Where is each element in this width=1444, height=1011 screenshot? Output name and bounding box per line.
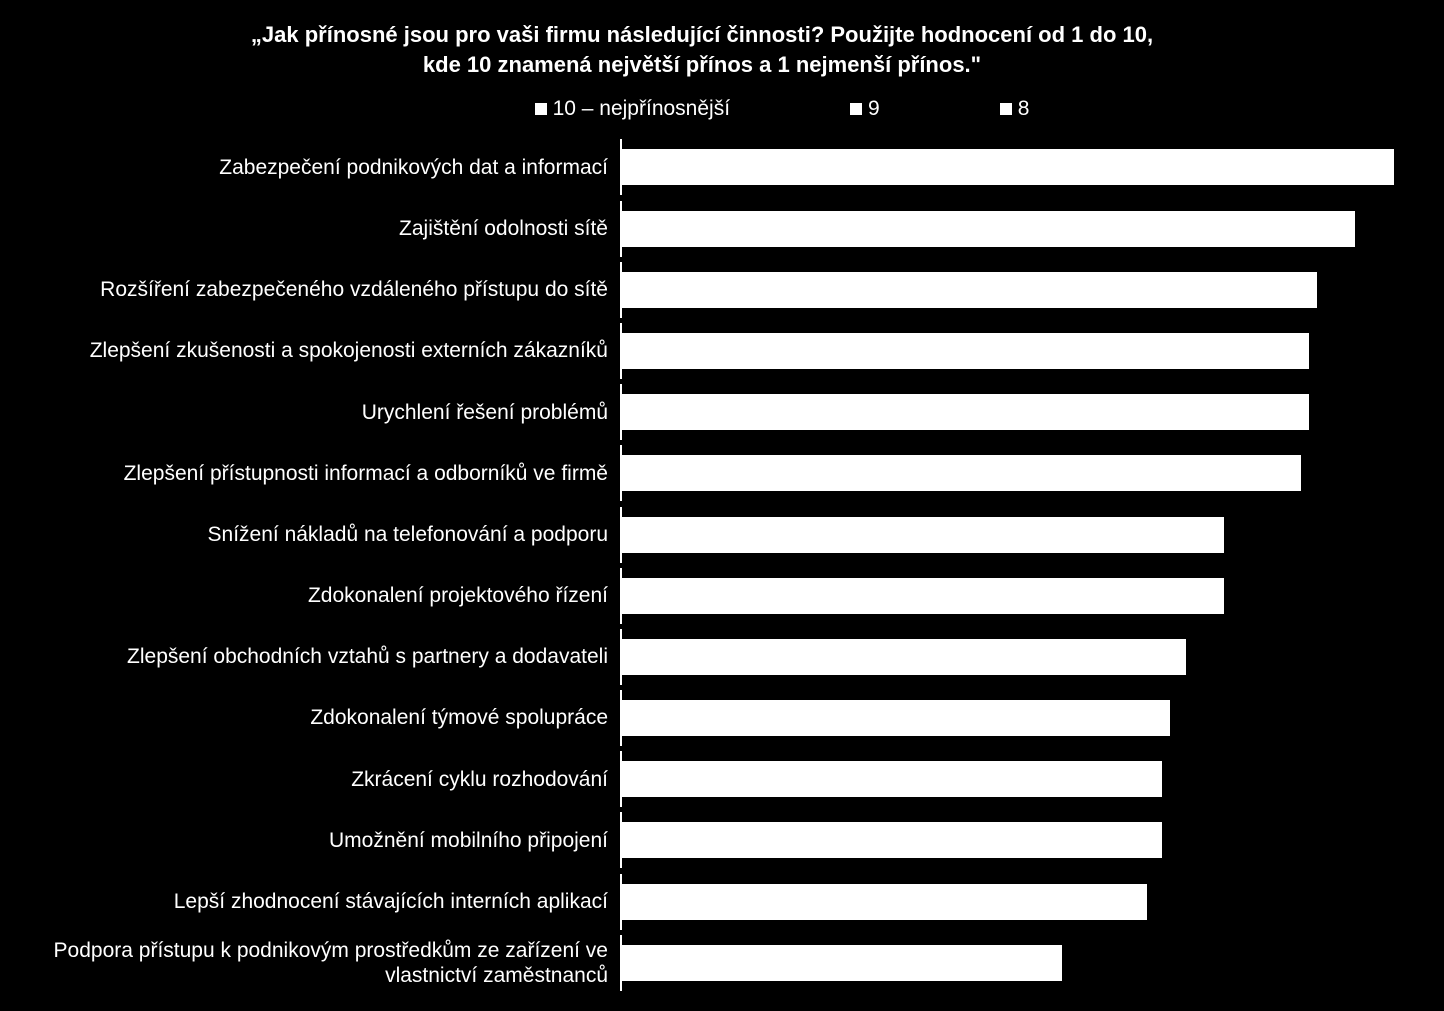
chart-row: Zdokonalení projektového řízení: [10, 568, 1394, 624]
legend-label: 9: [868, 97, 880, 121]
row-label: Umožnění mobilního připojení: [10, 828, 620, 853]
chart-row: Zdokonalení týmové spolupráce: [10, 690, 1394, 746]
row-label: Zkrácení cyklu rozhodování: [10, 767, 620, 792]
legend-label: 8: [1018, 97, 1030, 121]
row-bar-track: [620, 262, 1394, 318]
chart-row: Lepší zhodnocení stávajících interních a…: [10, 874, 1394, 930]
row-bar-track: [620, 935, 1394, 991]
legend-item-8: 8: [1000, 97, 1030, 121]
chart-row: Podpora přístupu k podnikovým prostředků…: [10, 935, 1394, 991]
row-bar: [622, 578, 1224, 614]
row-label: Zajištění odolnosti sítě: [10, 216, 620, 241]
row-bar: [622, 149, 1394, 185]
chart-title: „Jak přínosné jsou pro vaši firmu násled…: [10, 20, 1394, 79]
legend-swatch-icon: [850, 103, 862, 115]
row-bar-track: [620, 323, 1394, 379]
chart-row: Umožnění mobilního připojení: [10, 812, 1394, 868]
row-label: Zdokonalení týmové spolupráce: [10, 705, 620, 730]
legend-item-9: 9: [850, 97, 880, 121]
row-bar-track: [620, 629, 1394, 685]
chart-container: „Jak přínosné jsou pro vaši firmu násled…: [0, 0, 1444, 1011]
row-bar-track: [620, 874, 1394, 930]
row-bar-track: [620, 568, 1394, 624]
row-bar-track: [620, 445, 1394, 501]
row-label: Zlepšení obchodních vztahů s partnery a …: [10, 644, 620, 669]
row-bar: [622, 517, 1224, 553]
chart-row: Zajištění odolnosti sítě: [10, 201, 1394, 257]
legend-swatch-icon: [1000, 103, 1012, 115]
row-label: Snížení nákladů na telefonování a podpor…: [10, 522, 620, 547]
row-bar: [622, 272, 1317, 308]
row-bar: [622, 639, 1186, 675]
legend-label: 10 – nejpřínosnější: [553, 97, 730, 121]
chart-row: Zlepšení zkušenosti a spokojenosti exter…: [10, 323, 1394, 379]
row-bar-track: [620, 201, 1394, 257]
chart-row: Rozšíření zabezpečeného vzdáleného příst…: [10, 262, 1394, 318]
row-label: Zlepšení zkušenosti a spokojenosti exter…: [10, 338, 620, 363]
legend-swatch-icon: [535, 103, 547, 115]
chart-row: Zlepšení přístupnosti informací a odborn…: [10, 445, 1394, 501]
row-bar: [622, 700, 1170, 736]
row-bar: [622, 945, 1062, 981]
chart-row: Zabezpečení podnikových dat a informací: [10, 139, 1394, 195]
row-bar: [622, 394, 1309, 430]
chart-row: Zlepšení obchodních vztahů s partnery a …: [10, 629, 1394, 685]
chart-body: Zabezpečení podnikových dat a informací Z…: [10, 139, 1394, 991]
row-label: Podpora přístupu k podnikovým prostředků…: [10, 938, 620, 988]
row-bar-track: [620, 751, 1394, 807]
row-bar: [622, 884, 1147, 920]
row-label: Zlepšení přístupnosti informací a odborn…: [10, 461, 620, 486]
chart-title-line1: „Jak přínosné jsou pro vaši firmu násled…: [90, 20, 1314, 50]
chart-row: Zkrácení cyklu rozhodování: [10, 751, 1394, 807]
chart-row: Urychlení řešení problémů: [10, 384, 1394, 440]
chart-legend: 10 – nejpřínosnější 9 8: [10, 97, 1394, 121]
row-bar: [622, 333, 1309, 369]
row-bar-track: [620, 139, 1394, 195]
row-bar: [622, 211, 1355, 247]
row-bar: [622, 822, 1162, 858]
row-label: Rozšíření zabezpečeného vzdáleného příst…: [10, 277, 620, 302]
row-label: Zdokonalení projektového řízení: [10, 583, 620, 608]
row-bar: [622, 455, 1301, 491]
row-label: Urychlení řešení problémů: [10, 400, 620, 425]
row-bar-track: [620, 507, 1394, 563]
row-bar: [622, 761, 1162, 797]
legend-item-10: 10 – nejpřínosnější: [535, 97, 730, 121]
row-label: Zabezpečení podnikových dat a informací: [10, 155, 620, 180]
row-bar-track: [620, 384, 1394, 440]
row-bar-track: [620, 812, 1394, 868]
chart-title-line2: kde 10 znamená největší přínos a 1 nejme…: [90, 50, 1314, 80]
row-bar-track: [620, 690, 1394, 746]
chart-row: Snížení nákladů na telefonování a podpor…: [10, 507, 1394, 563]
row-label: Lepší zhodnocení stávajících interních a…: [10, 889, 620, 914]
